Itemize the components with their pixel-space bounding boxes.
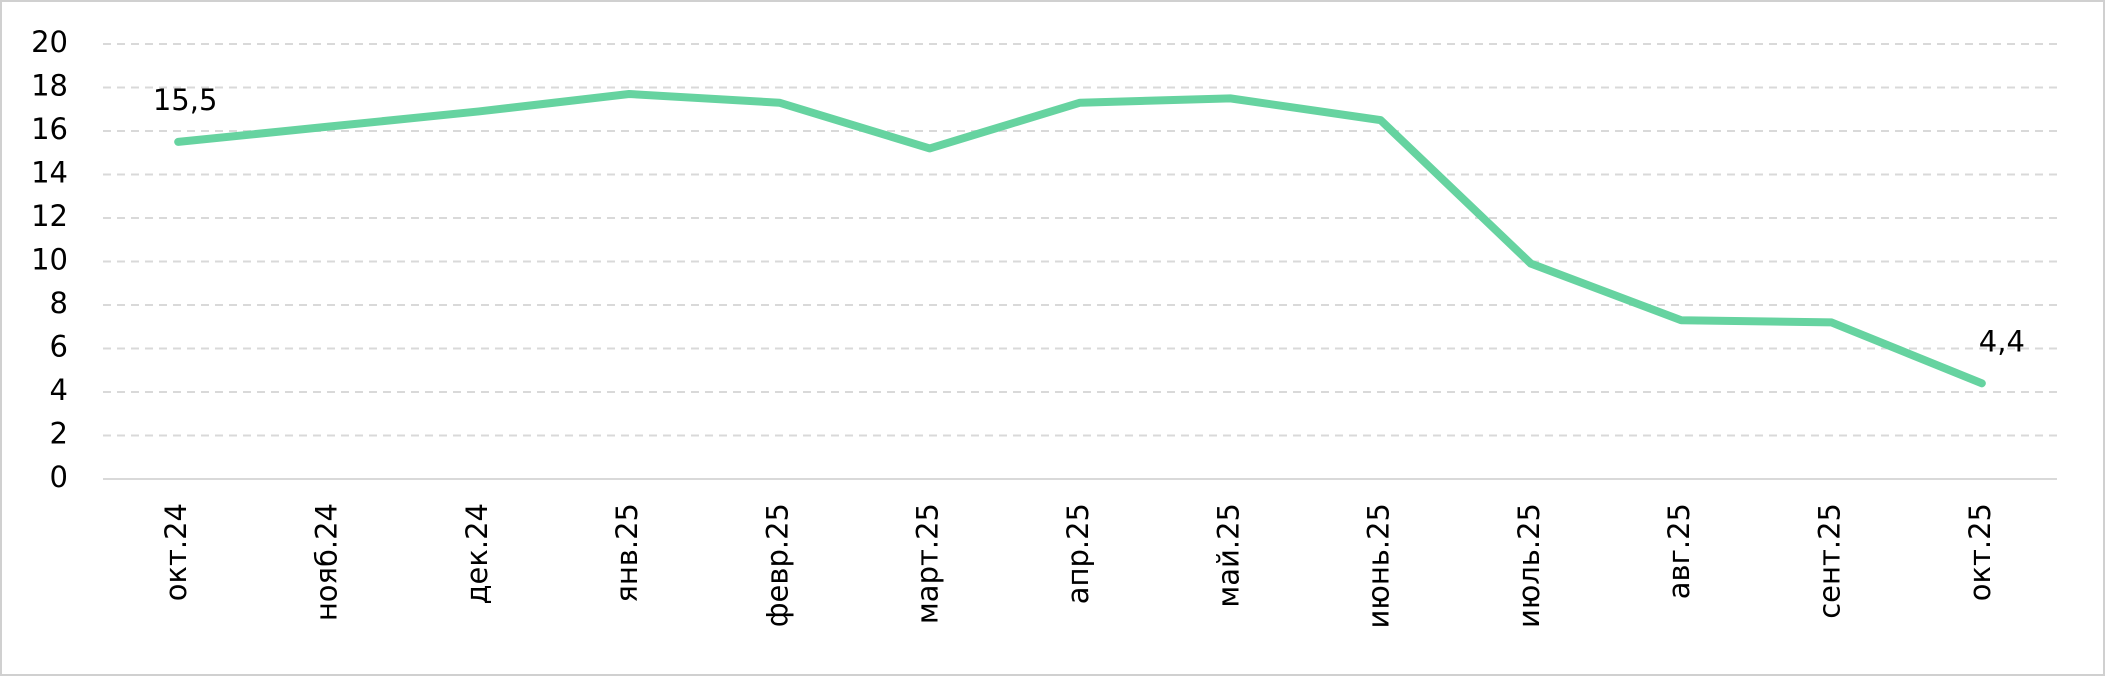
x-tick-label: февр.25 xyxy=(760,503,794,627)
y-tick-label: 14 xyxy=(31,156,68,190)
y-tick-label: 20 xyxy=(31,25,68,59)
x-tick-label: нояб.24 xyxy=(309,503,343,621)
x-tick-label: апр.25 xyxy=(1061,503,1095,604)
x-tick-label: июнь.25 xyxy=(1362,503,1396,628)
x-tick-label: сент.25 xyxy=(1813,503,1847,619)
x-tick-label: окт.24 xyxy=(159,503,193,601)
y-tick-label: 4 xyxy=(50,373,68,407)
x-tick-label: июль.25 xyxy=(1512,503,1546,628)
y-tick-label: 0 xyxy=(50,460,68,494)
x-tick-label: май.25 xyxy=(1211,503,1245,608)
y-tick-label: 6 xyxy=(50,330,68,364)
x-tick-label: дек.24 xyxy=(460,503,494,605)
line xyxy=(174,90,1986,388)
x-tick-label: янв.25 xyxy=(610,503,644,603)
y-tick-label: 12 xyxy=(31,199,68,233)
y-tick-label: 18 xyxy=(31,69,68,103)
y-tick-label: 2 xyxy=(50,417,68,451)
data-label: 15,5 xyxy=(153,83,218,117)
x-tick-label: авг.25 xyxy=(1662,503,1696,599)
y-tick-label: 8 xyxy=(50,286,68,320)
y-tick-label: 10 xyxy=(31,243,68,277)
data-label: 4,4 xyxy=(1979,324,2025,358)
x-tick-label: март.25 xyxy=(911,503,945,624)
x-tick-label: окт.25 xyxy=(1963,503,1997,601)
y-tick-label: 16 xyxy=(31,112,68,146)
